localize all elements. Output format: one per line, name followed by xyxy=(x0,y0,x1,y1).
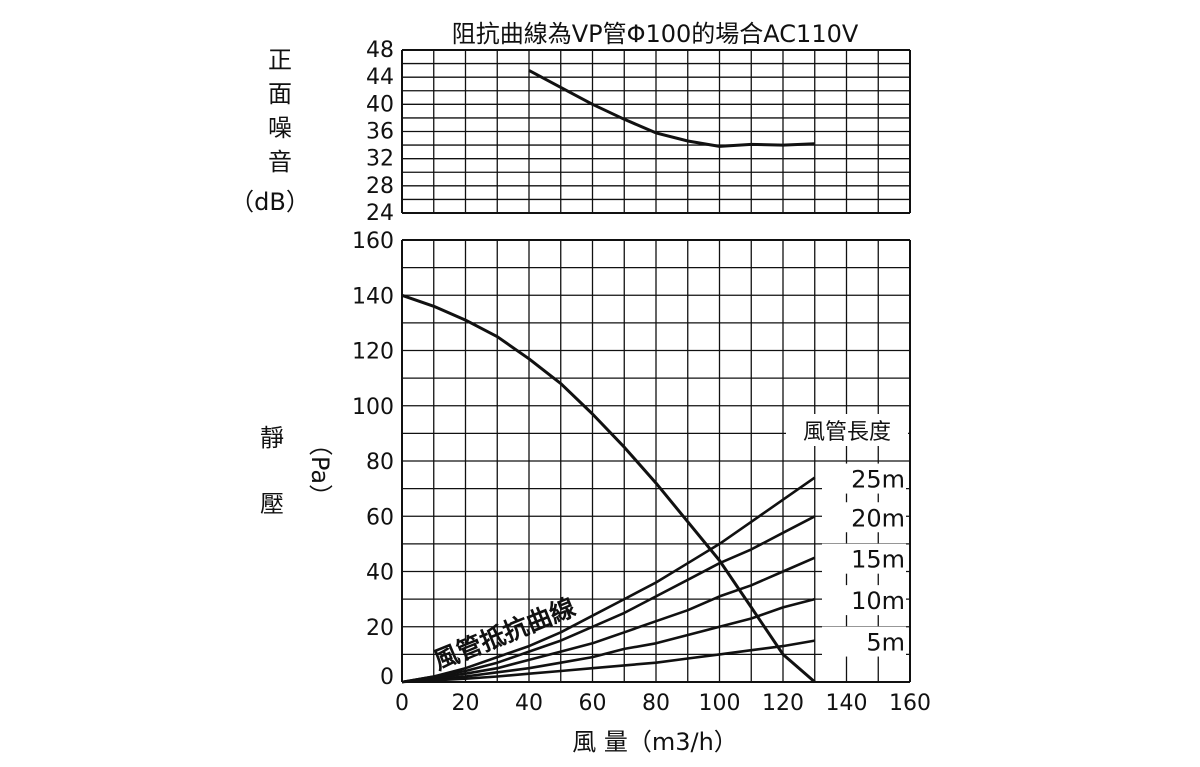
pressure-y-ticks: 0 20 40 60 80 100 120 140 160 xyxy=(352,229,394,690)
pressure-x-ticks: 0 20 40 60 80 100 120 140 160 xyxy=(395,691,931,716)
x-axis-label: 風 量（m3/h） xyxy=(572,728,738,756)
legend-entry-label: 5m xyxy=(866,629,905,657)
noise-curve xyxy=(528,69,815,148)
pressure-y-tick-label: 100 xyxy=(352,395,394,420)
duct-resistance-curve xyxy=(401,597,816,684)
legend-entry-background xyxy=(822,543,906,574)
legend-entry-label: 25m xyxy=(851,466,905,494)
pressure-y-tick-label: 0 xyxy=(380,665,394,690)
noise-y-tick-label: 28 xyxy=(366,174,394,199)
duct-resistance-curve xyxy=(401,639,816,684)
x-tick-label: 140 xyxy=(826,691,868,716)
legend-entry-label: 20m xyxy=(851,504,905,532)
x-tick-label: 160 xyxy=(889,691,931,716)
pressure-y-tick-label: 40 xyxy=(366,561,394,586)
duct-resistance-curve xyxy=(401,476,816,684)
noise-y-label-char: 噪 xyxy=(268,114,292,142)
legend-entry-background xyxy=(822,463,906,494)
pressure-y-label-char: 壓 xyxy=(260,490,284,518)
pressure-y-tick-label: 160 xyxy=(352,229,394,254)
pressure-y-tick-label: 80 xyxy=(366,450,394,475)
pressure-y-unit: （Pa） xyxy=(306,432,334,508)
pressure-y-label: 靜壓 xyxy=(260,424,284,518)
pressure-series xyxy=(401,293,816,684)
noise-y-unit: （dB） xyxy=(230,188,310,216)
x-tick-label: 60 xyxy=(579,691,607,716)
pressure-y-tick-label: 60 xyxy=(366,505,394,530)
noise-y-tick-label: 48 xyxy=(366,38,394,63)
legend-entry-background xyxy=(822,502,906,533)
pressure-grid xyxy=(401,239,911,683)
x-tick-label: 20 xyxy=(452,691,480,716)
noise-y-tick-label: 36 xyxy=(366,120,394,145)
duct-resistance-curve xyxy=(401,515,816,684)
x-tick-label: 100 xyxy=(699,691,741,716)
legend-title-background xyxy=(786,414,908,446)
noise-y-label-char: 面 xyxy=(268,80,292,108)
pressure-y-tick-label: 120 xyxy=(352,340,394,365)
pressure-panel: 0 20 40 60 80 100 120 140 160 0 20 40 60 80 100 120 140… xyxy=(260,229,931,756)
legend-title: 風管長度 xyxy=(803,420,891,445)
noise-y-tick-label: 44 xyxy=(366,65,394,90)
noise-series xyxy=(528,69,815,148)
noise-y-tick-label: 32 xyxy=(366,147,394,172)
x-tick-label: 80 xyxy=(642,691,670,716)
noise-y-label-char: 音 xyxy=(268,148,292,176)
legend-entry-label: 10m xyxy=(851,587,905,615)
pressure-y-tick-label: 140 xyxy=(352,284,394,309)
pressure-y-tick-label: 20 xyxy=(366,616,394,641)
fan-pressure-curve xyxy=(401,293,816,684)
noise-y-label-char: 正 xyxy=(268,46,292,74)
duct-resistance-curve xyxy=(401,556,816,684)
duct-length-legend: 風管長度 25m 20m 15m 10m 5m xyxy=(786,414,908,657)
x-tick-label: 40 xyxy=(515,691,543,716)
x-tick-label: 0 xyxy=(395,691,409,716)
noise-y-tick-label: 40 xyxy=(366,92,394,117)
noise-y-tick-label: 24 xyxy=(366,201,394,226)
legend-entry-background xyxy=(822,626,906,657)
noise-grid xyxy=(401,49,911,214)
legend-entry-background xyxy=(822,585,906,616)
chart-title: 阻抗曲線為VP管Φ100的場合AC110V xyxy=(452,20,859,48)
pressure-y-label-char: 靜 xyxy=(260,424,284,452)
x-tick-label: 120 xyxy=(762,691,804,716)
legend-entry-label: 15m xyxy=(851,546,905,574)
